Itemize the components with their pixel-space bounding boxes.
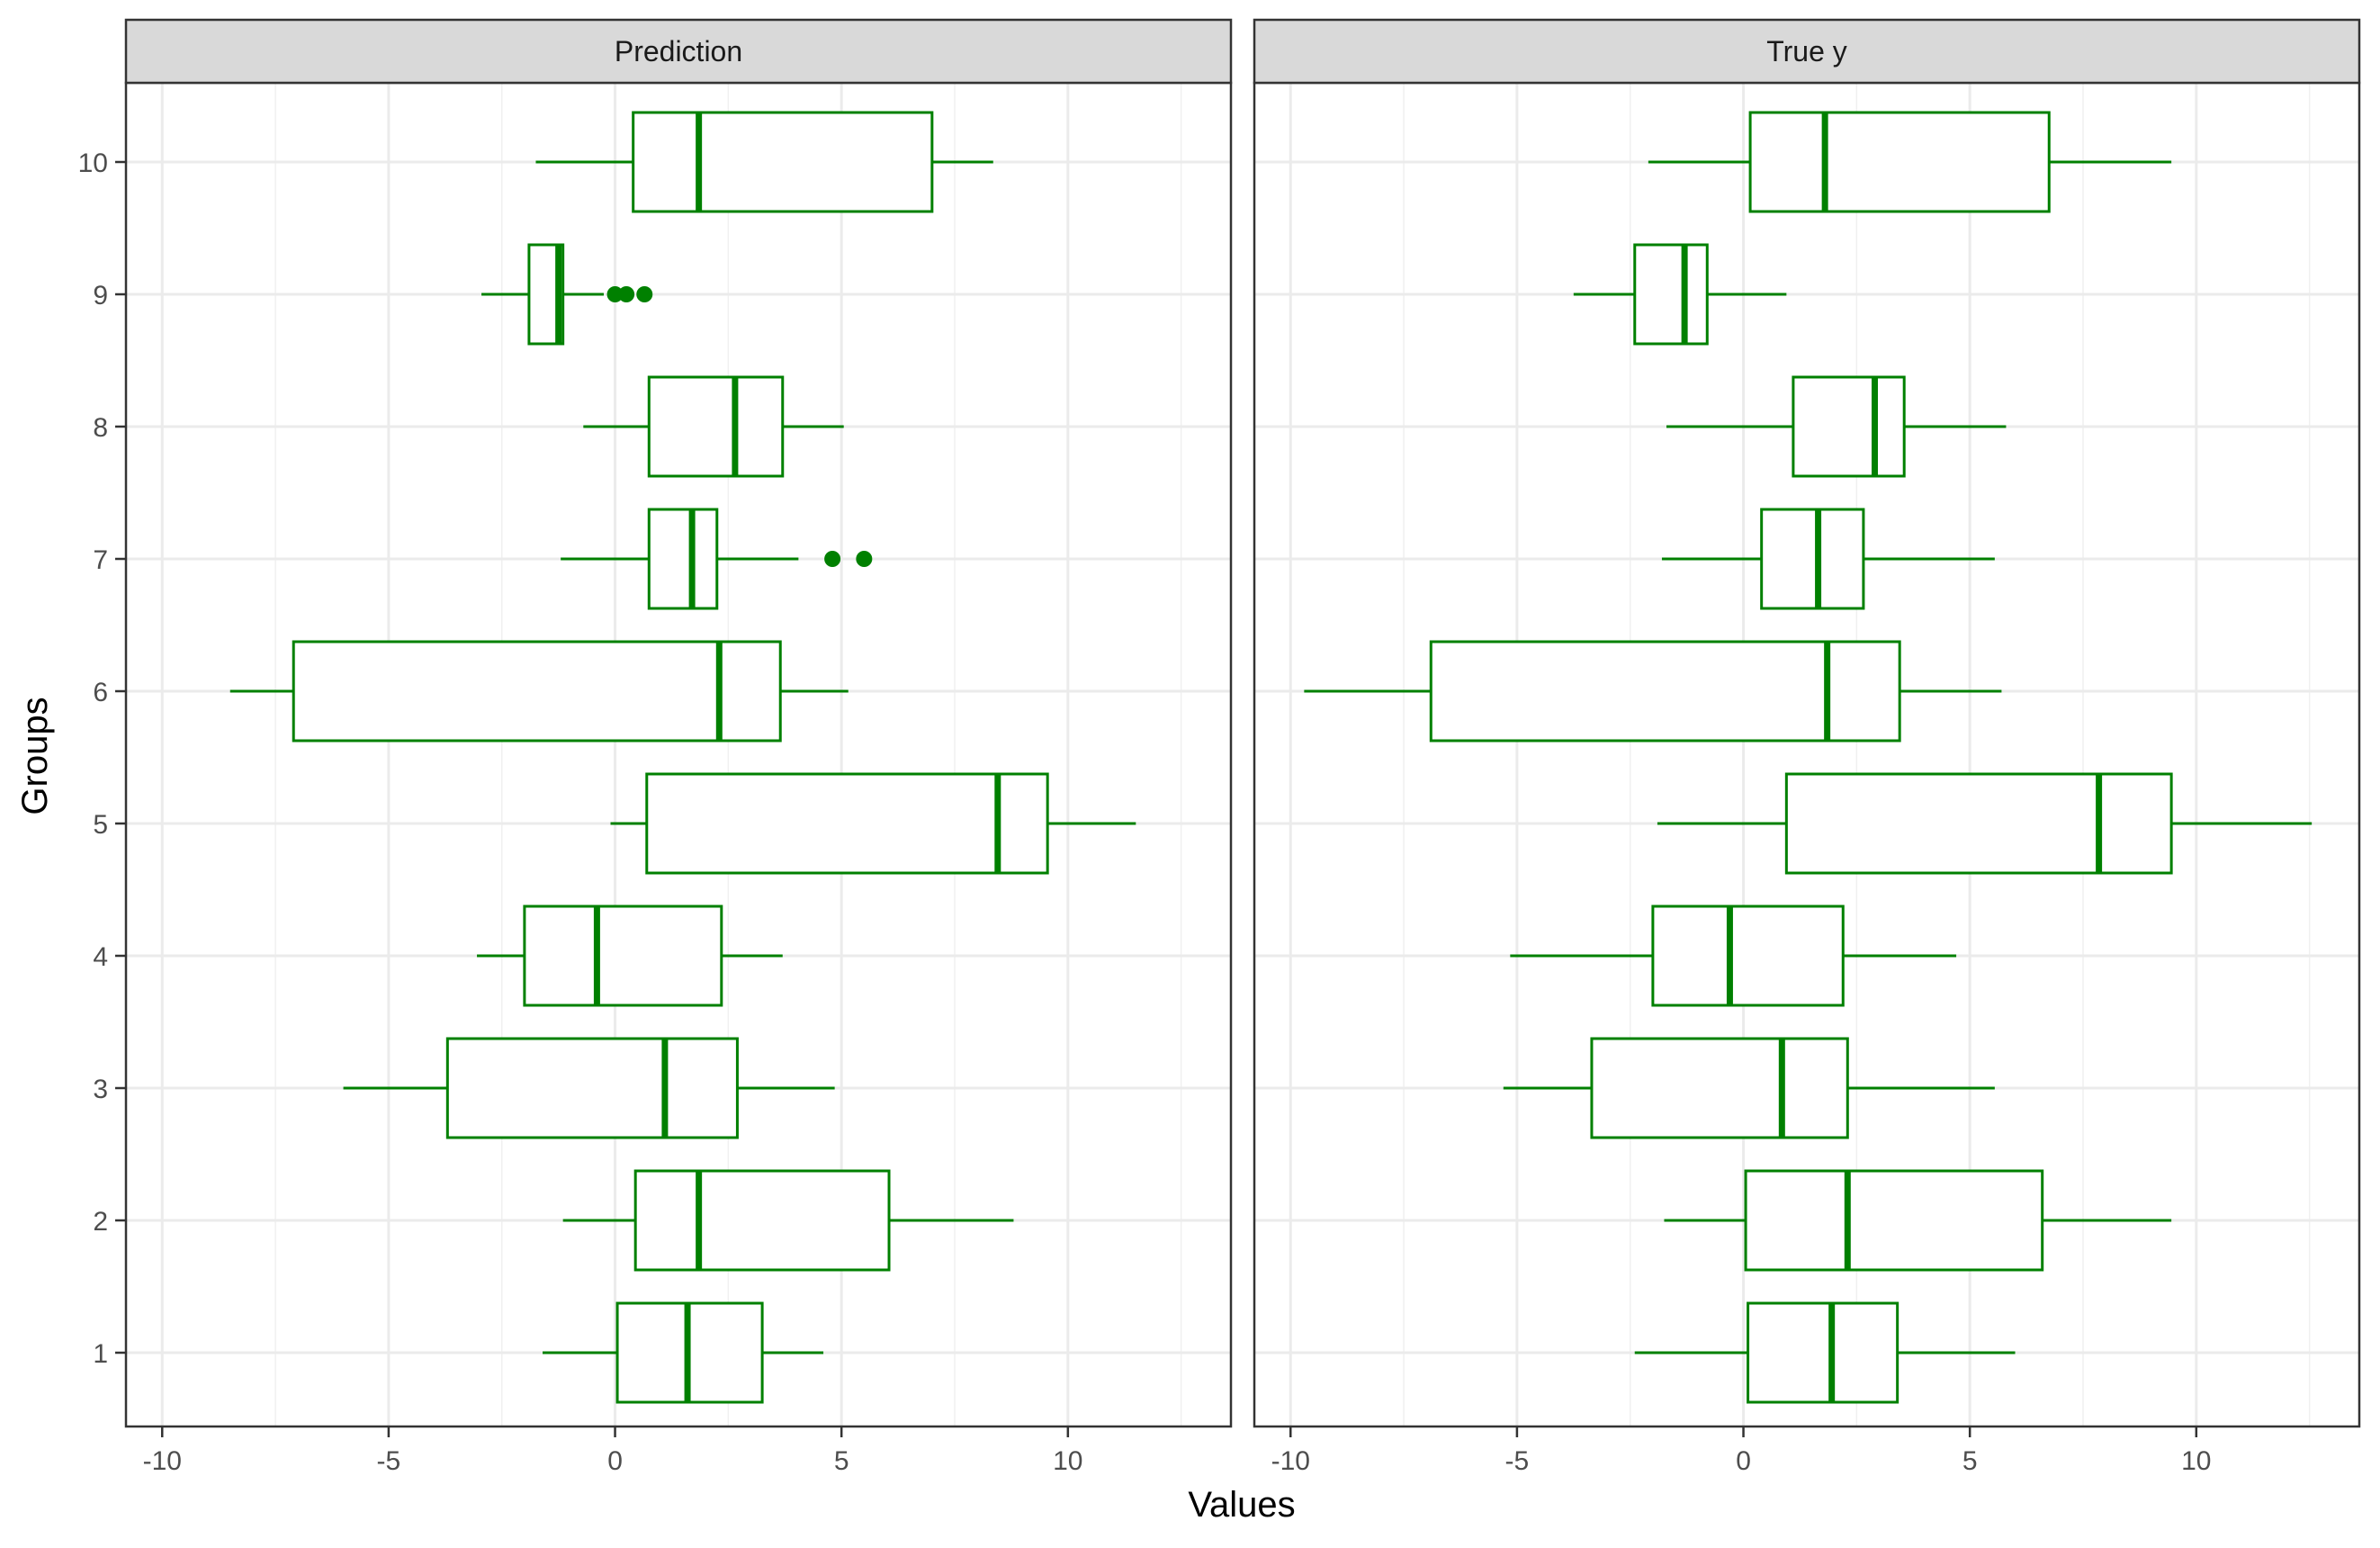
x-tick-label: 10 xyxy=(1053,1446,1082,1476)
box-group-10 xyxy=(1648,111,2172,213)
y-tick-label: 6 xyxy=(93,678,108,707)
box-iqr xyxy=(1784,772,2173,875)
x-axis: -10 -5 0 5 10 xyxy=(143,1426,1083,1476)
y-tick-label: 3 xyxy=(93,1075,108,1104)
y-tick-label: 7 xyxy=(93,545,108,575)
box-group-6 xyxy=(1304,640,2002,742)
box-group-4 xyxy=(477,904,783,1007)
box-group-9 xyxy=(1573,243,1787,346)
boxes xyxy=(229,111,1136,1404)
box-group-4 xyxy=(1510,904,1957,1007)
box-iqr xyxy=(1748,111,2051,213)
box-iqr xyxy=(292,640,782,742)
y-axis-title: Groups xyxy=(15,697,55,814)
box-iqr xyxy=(1429,640,1901,742)
x-axis-title: Values xyxy=(1188,1485,1295,1525)
outlier-point xyxy=(824,551,841,567)
box-iqr xyxy=(1633,243,1709,346)
box-iqr xyxy=(445,1037,739,1139)
strip-background xyxy=(1253,18,2361,85)
box-group-2 xyxy=(562,1169,1014,1272)
panel-true-y: True y -10 -5 0 5 10 xyxy=(1253,18,2361,1476)
strip-background xyxy=(124,18,1233,85)
box-iqr xyxy=(523,904,723,1007)
box-iqr xyxy=(632,111,934,213)
box-group-8 xyxy=(583,375,844,478)
x-tick-label: 5 xyxy=(834,1446,849,1476)
x-tick-label: -10 xyxy=(143,1446,182,1476)
x-tick-label: 10 xyxy=(2181,1446,2211,1476)
box-group-8 xyxy=(1666,375,2007,478)
boxes xyxy=(1304,111,2313,1404)
box-iqr xyxy=(1792,375,1906,478)
outlier-point xyxy=(618,286,635,302)
y-tick-label: 4 xyxy=(93,942,108,972)
box-group-7 xyxy=(561,508,873,610)
x-tick-label: -5 xyxy=(1505,1446,1530,1476)
box-group-1 xyxy=(1634,1301,2016,1404)
outlier-point xyxy=(606,286,624,302)
box-iqr xyxy=(633,1169,891,1272)
y-tick-label: 1 xyxy=(93,1339,108,1369)
box-iqr xyxy=(645,772,1049,875)
x-tick-label: -10 xyxy=(1271,1446,1310,1476)
box-group-2 xyxy=(1664,1169,2172,1272)
box-iqr xyxy=(1760,508,1865,610)
strip-label: True y xyxy=(1766,35,1847,68)
outlier-point xyxy=(856,551,873,567)
x-axis: -10 -5 0 5 10 xyxy=(1271,1426,2212,1476)
x-tick-label: 5 xyxy=(1962,1446,1978,1476)
box-group-10 xyxy=(535,111,993,213)
box-group-6 xyxy=(229,640,849,742)
y-tick-label: 5 xyxy=(93,810,108,840)
box-iqr xyxy=(647,375,785,478)
y-tick-label: 10 xyxy=(78,148,108,178)
box-iqr xyxy=(1590,1037,1849,1139)
box-group-3 xyxy=(1503,1037,1995,1139)
y-tick-label: 2 xyxy=(93,1207,108,1237)
box-iqr xyxy=(1744,1169,2044,1272)
y-tick-label: 9 xyxy=(93,281,108,310)
panel-prediction: Prediction -10 -5 0 5 10 xyxy=(124,18,1233,1476)
box-group-5 xyxy=(1657,772,2313,875)
box-group-5 xyxy=(610,772,1136,875)
outlier-point xyxy=(636,286,653,302)
box-group-3 xyxy=(343,1037,835,1139)
y-axis: 1 2 3 4 5 6 7 8 9 10 xyxy=(78,148,126,1369)
x-tick-label: 0 xyxy=(1736,1446,1751,1476)
panels-layer: Prediction -10 -5 0 5 10 True y -10 -5 0 5 10 xyxy=(124,18,2361,1476)
box-group-7 xyxy=(1661,508,1995,610)
box-iqr xyxy=(1651,904,1845,1007)
x-tick-label: -5 xyxy=(377,1446,401,1476)
box-group-9 xyxy=(481,243,653,346)
y-tick-label: 8 xyxy=(93,413,108,443)
strip-label: Prediction xyxy=(615,35,742,68)
box-iqr xyxy=(647,508,719,610)
x-tick-label: 0 xyxy=(607,1446,623,1476)
box-iqr xyxy=(1747,1301,1900,1404)
box-group-1 xyxy=(543,1301,824,1404)
